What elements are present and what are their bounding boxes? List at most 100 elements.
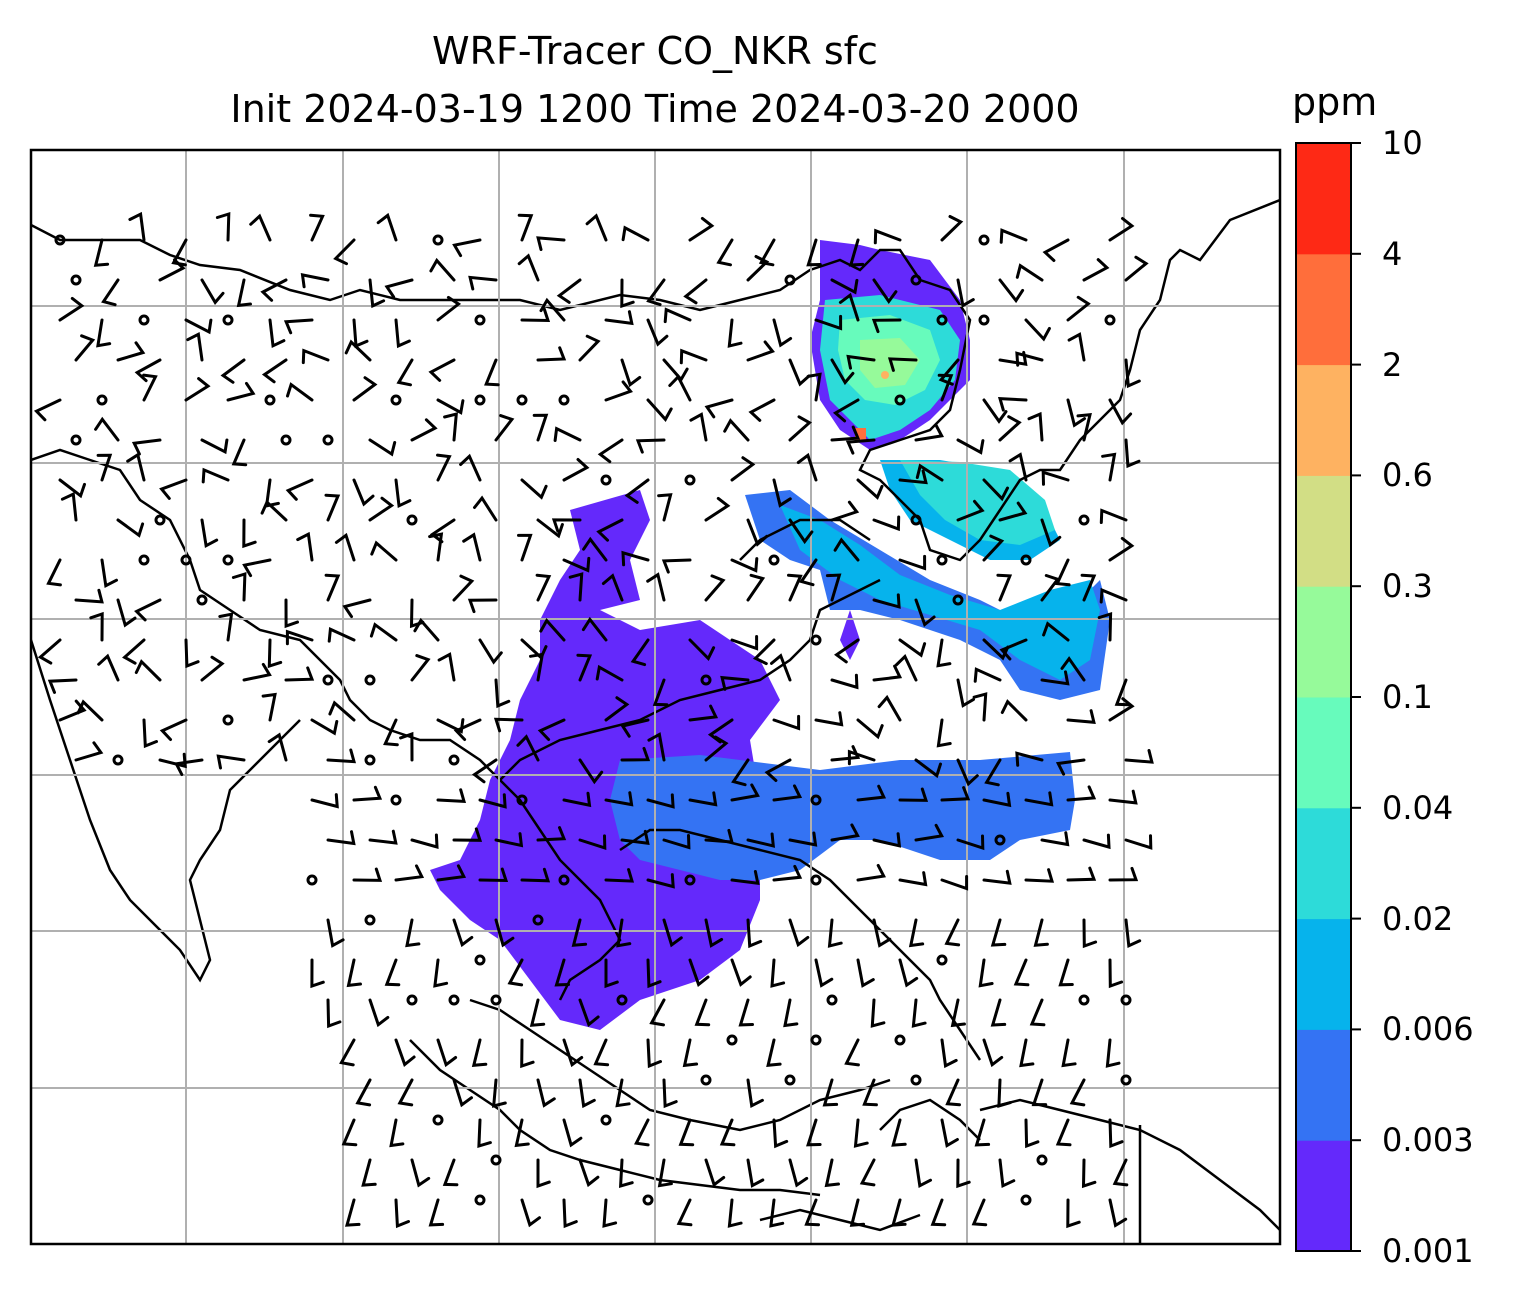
wind-barb <box>853 1118 869 1148</box>
wind-barb <box>827 918 843 948</box>
wind-barb <box>596 518 624 542</box>
wind-barb <box>806 238 822 267</box>
wind-barb <box>517 533 533 562</box>
wind-barb <box>838 292 860 322</box>
wind-barb <box>1101 452 1117 482</box>
wind-barb <box>870 998 886 1028</box>
wind-barb <box>746 340 775 362</box>
wind-barb <box>877 694 902 722</box>
wind-barb <box>1108 1198 1128 1228</box>
wind-barb <box>76 699 104 722</box>
calm-wind-marker <box>54 234 66 246</box>
wind-barb <box>973 667 1002 683</box>
wind-barb <box>1108 217 1135 242</box>
calm-wind-marker <box>1120 1074 1132 1086</box>
wind-barb <box>159 718 188 741</box>
wind-barb <box>484 358 500 387</box>
wind-barb <box>368 998 390 1028</box>
wind-barb <box>830 425 861 442</box>
wind-barb <box>604 868 635 883</box>
wind-barb <box>822 1078 839 1107</box>
wind-barb <box>242 558 272 578</box>
wind-barb <box>914 1158 932 1188</box>
wind-barb <box>283 318 314 335</box>
wind-barb <box>200 438 229 455</box>
wind-barb <box>872 664 903 682</box>
calm-wind-marker <box>222 554 234 566</box>
wind-barb <box>898 638 927 658</box>
wind-barb <box>260 499 288 522</box>
wind-barb <box>536 236 566 251</box>
wind-barb <box>663 307 692 324</box>
wind-barb <box>394 478 412 509</box>
wind-barb <box>788 358 811 387</box>
colorbar-tick-label: 2 <box>1382 345 1403 384</box>
wind-barb <box>428 1198 445 1227</box>
wind-barb <box>746 832 776 848</box>
wind-barb <box>582 536 608 562</box>
calm-wind-marker <box>516 394 528 406</box>
wind-barb <box>646 278 666 307</box>
wind-barb <box>683 278 708 305</box>
wind-barb <box>999 638 1028 661</box>
wind-barb <box>688 958 710 987</box>
wind-barb <box>956 1158 971 1189</box>
wind-barb <box>704 398 734 419</box>
wind-barb <box>1031 1078 1048 1107</box>
wind-barb <box>956 278 975 308</box>
wind-barb <box>872 593 901 609</box>
wind-barb <box>410 418 438 442</box>
wind-barb <box>452 238 482 258</box>
wind-barb <box>1040 518 1062 548</box>
wind-barb <box>131 438 162 456</box>
calm-wind-marker <box>364 754 376 766</box>
wind-barb <box>93 238 110 267</box>
wind-barb <box>830 500 860 522</box>
wind-barb <box>535 573 552 602</box>
wind-barb <box>719 1118 736 1147</box>
wind-barb <box>1066 295 1091 322</box>
wind-barb <box>1008 452 1028 482</box>
wind-barb <box>1040 831 1070 847</box>
wind-barb <box>787 573 803 602</box>
wind-barb <box>688 216 715 242</box>
wind-barb <box>764 758 792 782</box>
calm-wind-marker <box>1120 994 1132 1006</box>
wind-barb <box>368 278 386 309</box>
wind-barb <box>940 215 964 242</box>
wind-barb <box>249 213 272 242</box>
wind-barb <box>215 211 231 242</box>
calm-wind-marker <box>684 874 696 886</box>
wind-barb <box>772 714 801 731</box>
wind-barb <box>218 612 234 642</box>
wind-barb <box>384 278 414 299</box>
wind-barb <box>352 376 378 402</box>
wind-barb <box>429 257 456 282</box>
wind-barb <box>688 638 716 662</box>
calm-wind-marker <box>600 474 612 486</box>
wind-barb <box>310 958 325 989</box>
wind-barb <box>798 558 818 587</box>
wind-barb <box>846 354 876 370</box>
wind-barb <box>620 358 642 388</box>
wind-barb <box>982 638 1010 661</box>
calm-wind-marker <box>364 674 376 686</box>
calm-wind-marker <box>490 994 502 1006</box>
wind-barb <box>1029 998 1046 1027</box>
wind-barb <box>453 718 482 741</box>
wind-barb <box>134 659 162 682</box>
wind-barb <box>911 998 927 1028</box>
wind-barb <box>339 1038 356 1067</box>
wind-barb <box>783 998 799 1028</box>
wind-barb <box>47 678 78 694</box>
wind-barb <box>296 531 314 562</box>
wind-barb <box>998 501 1028 522</box>
wind-barb <box>554 958 570 987</box>
wind-barb <box>898 469 928 485</box>
wind-barb <box>646 572 666 602</box>
wind-barb <box>33 398 62 422</box>
wind-barb <box>369 622 398 642</box>
calm-wind-marker <box>910 274 922 286</box>
wind-barb <box>894 653 918 682</box>
calm-wind-marker <box>952 594 964 606</box>
